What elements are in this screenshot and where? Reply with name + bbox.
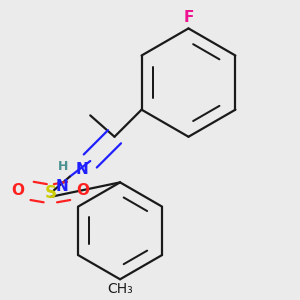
Text: CH₃: CH₃ (107, 282, 133, 296)
Text: O: O (12, 183, 25, 198)
Text: F: F (183, 10, 194, 25)
Text: O: O (76, 183, 89, 198)
Text: N: N (76, 162, 89, 177)
Text: S: S (44, 184, 56, 202)
Text: H: H (58, 160, 68, 173)
Text: N: N (56, 179, 68, 194)
